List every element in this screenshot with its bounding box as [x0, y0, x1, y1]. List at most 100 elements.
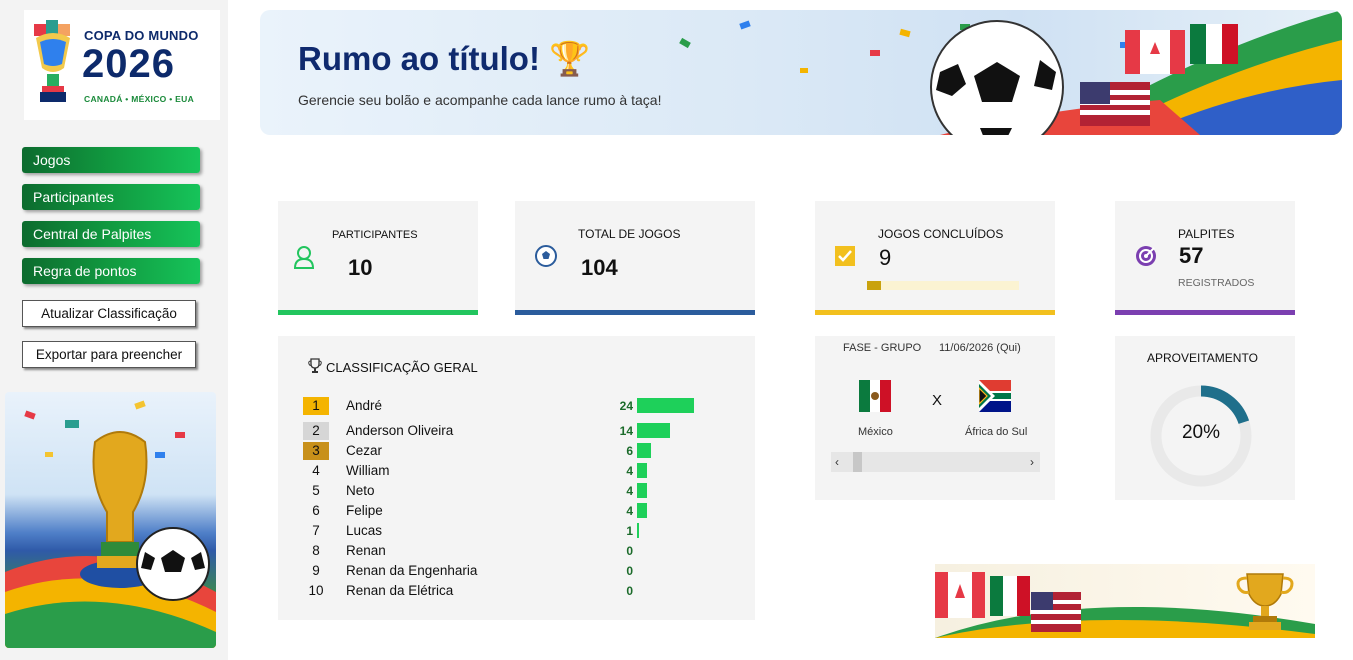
- ranking-points-bar: [637, 463, 647, 478]
- user-icon: [293, 246, 315, 269]
- ranking-player-name: Lucas: [346, 523, 383, 538]
- total-games-accent-bar: [515, 310, 755, 315]
- bottom-decoration: [935, 564, 1315, 638]
- checkbox-icon: [835, 246, 855, 266]
- mexico-flag-icon: [859, 380, 891, 412]
- ranking-player-name: Renan da Engenharia: [346, 563, 478, 578]
- match-away-team: África do Sul: [965, 426, 1028, 438]
- guesses-card: PALPITES 57 REGISTRADOS: [1115, 201, 1295, 315]
- match-vs: X: [932, 392, 943, 409]
- performance-donut-icon: [1150, 385, 1252, 487]
- ranking-panel: CLASSIFICAÇÃO GERAL 1 André 24 2 Anderson Ol…: [278, 336, 755, 620]
- total-games-value: 104: [581, 255, 618, 280]
- sidebar: COPA DO MUNDO 2026 CANADÁ • MÉXICO • EUA…: [0, 0, 228, 660]
- completed-games-label: JOGOS CONCLUÍDOS: [878, 227, 1004, 241]
- participants-card: PARTICIPANTES 10: [278, 201, 478, 315]
- ranking-player-name: Anderson Oliveira: [346, 423, 454, 438]
- guesses-sub: REGISTRADOS: [1178, 277, 1255, 289]
- guesses-value: 57: [1179, 243, 1204, 268]
- ranking-player-name: Neto: [346, 483, 375, 498]
- ranking-position: 4: [312, 463, 320, 478]
- ranking-row: 1 André 24: [303, 397, 753, 415]
- banner-subtitle: Gerencie seu bolão e acompanhe cada lanc…: [298, 92, 662, 108]
- hero-banner: Rumo ao título! 🏆 Gerencie seu bolão e a…: [260, 10, 1342, 135]
- scroll-right-arrow-icon[interactable]: ›: [1030, 455, 1034, 469]
- flags-trophy-art-icon: [935, 572, 1315, 638]
- nav-button-central-de-palpites[interactable]: Central de Palpites: [22, 221, 200, 247]
- match-scrollbar[interactable]: ‹ ›: [831, 452, 1040, 472]
- performance-label: APROVEITAMENTO: [1147, 351, 1258, 365]
- logo-title: COPA DO MUNDO: [84, 28, 199, 43]
- banner-art-icon: [679, 10, 1342, 135]
- ranking-points: 4: [626, 464, 633, 478]
- ranking-player-name: André: [346, 398, 383, 413]
- ranking-row: 8 Renan 0: [303, 542, 753, 560]
- match-date: 11/06/2026 (Qui): [939, 342, 1021, 354]
- ranking-position: 7: [312, 523, 320, 538]
- participants-value: 10: [348, 255, 373, 280]
- ranking-position: 3: [303, 442, 329, 460]
- ranking-player-name: William: [346, 463, 390, 478]
- south-africa-flag-icon: [979, 380, 1011, 412]
- scrollbar-thumb[interactable]: [853, 452, 862, 472]
- performance-value: 20%: [1181, 422, 1221, 443]
- ranking-position: 5: [312, 483, 320, 498]
- trophy-logo-icon: [34, 20, 70, 102]
- match-card: FASE - GRUPO 11/06/2026 (Qui) X México Á…: [815, 336, 1055, 500]
- ranking-row: 10 Renan da Elétrica 0: [303, 582, 753, 600]
- ranking-position: 2: [303, 422, 329, 440]
- ranking-position: 1: [303, 397, 329, 415]
- ranking-row: 3 Cezar 6: [303, 442, 753, 460]
- match-phase: FASE - GRUPO: [843, 342, 922, 354]
- completed-accent-bar: [815, 310, 1055, 315]
- ranking-row: 6 Felipe 4: [303, 502, 753, 520]
- world-cup-logo: COPA DO MUNDO 2026 CANADÁ • MÉXICO • EUA: [24, 10, 220, 120]
- match-home-team: México: [858, 426, 893, 438]
- ranking-player-name: Renan: [346, 543, 386, 558]
- nav-button-jogos[interactable]: Jogos: [22, 147, 200, 173]
- logo-year: 2026: [82, 42, 175, 86]
- participants-accent-bar: [278, 310, 478, 315]
- ranking-points-bar: [637, 398, 694, 413]
- trophy-illustration: [5, 392, 216, 648]
- banner-title: Rumo ao título! 🏆: [298, 40, 591, 77]
- ranking-points: 0: [626, 584, 633, 598]
- ranking-points: 6: [626, 444, 633, 458]
- ranking-points: 24: [619, 399, 633, 413]
- ranking-row: 7 Lucas 1: [303, 522, 753, 540]
- trophy-art-icon: [5, 400, 216, 648]
- ranking-points: 1: [626, 524, 633, 538]
- soccer-ball-icon: [535, 245, 557, 267]
- update-ranking-button[interactable]: Atualizar Classificação: [22, 300, 196, 327]
- ranking-player-name: Cezar: [346, 443, 383, 458]
- ranking-position: 8: [312, 543, 320, 558]
- completed-progress-fill: [867, 281, 881, 290]
- ranking-points: 4: [626, 504, 633, 518]
- participants-label: PARTICIPANTES: [332, 229, 418, 241]
- guesses-accent-bar: [1115, 310, 1295, 315]
- ranking-points: 14: [619, 424, 633, 438]
- ranking-position: 9: [312, 563, 320, 578]
- ranking-row: 2 Anderson Oliveira 14: [303, 422, 753, 440]
- ranking-row: 5 Neto 4: [303, 482, 753, 500]
- ranking-position: 6: [312, 503, 320, 518]
- export-button[interactable]: Exportar para preencher: [22, 341, 196, 368]
- logo-subtitle: CANADÁ • MÉXICO • EUA: [84, 94, 195, 104]
- nav-button-participantes[interactable]: Participantes: [22, 184, 200, 210]
- scroll-left-arrow-icon[interactable]: ‹: [835, 455, 839, 469]
- ranking-points: 4: [626, 484, 633, 498]
- nav-button-regra-de-pontos[interactable]: Regra de pontos: [22, 258, 200, 284]
- ranking-title: CLASSIFICAÇÃO GERAL: [326, 360, 478, 375]
- ranking-row: 9 Renan da Engenharia 0: [303, 562, 753, 580]
- performance-card: APROVEITAMENTO 20%: [1115, 336, 1295, 500]
- ranking-points-bar: [637, 483, 647, 498]
- completed-games-value: 9: [879, 245, 892, 270]
- target-icon: [1136, 246, 1156, 266]
- guesses-label: PALPITES: [1178, 227, 1235, 241]
- total-games-card: TOTAL DE JOGOS 104: [515, 201, 755, 315]
- ranking-player-name: Felipe: [346, 503, 383, 518]
- ranking-points: 0: [626, 564, 633, 578]
- total-games-label: TOTAL DE JOGOS: [578, 227, 681, 241]
- ranking-position: 10: [308, 583, 324, 598]
- ranking-points: 0: [626, 544, 633, 558]
